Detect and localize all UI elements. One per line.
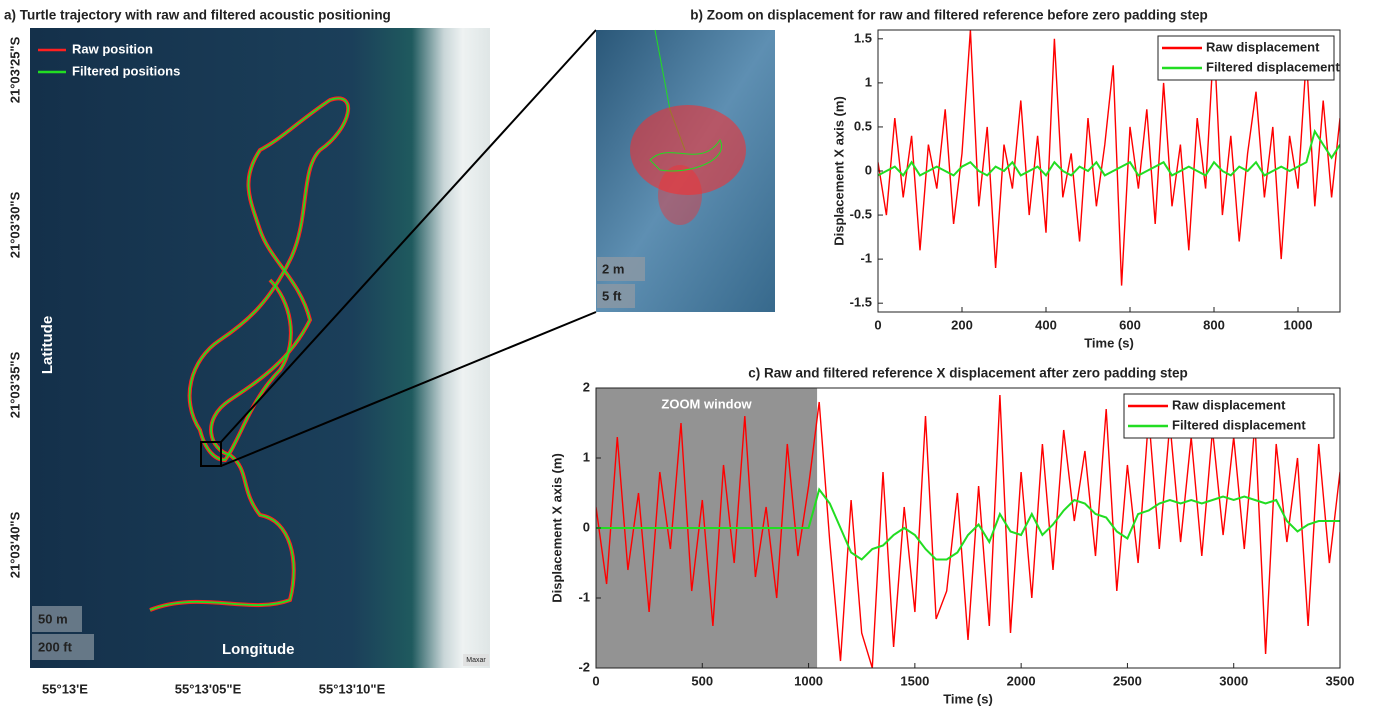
zoom-inset: 2 m 5 ft — [596, 29, 775, 312]
data-line — [878, 30, 1340, 286]
x-tick-label: 55°13'E — [42, 681, 88, 696]
x-tick-label: 0 — [874, 317, 881, 332]
zoom-connector — [220, 311, 597, 467]
x-tick-label: 55°13'05"E — [175, 681, 242, 696]
x-tick-label: 600 — [1119, 317, 1141, 332]
legend-label: Raw position — [72, 41, 153, 56]
y-tick-label: 1.5 — [854, 30, 872, 45]
y-axis-label: Displacement X axis (m) — [549, 453, 564, 603]
inset-cluster — [630, 105, 746, 195]
scale-label: 5 ft — [602, 288, 622, 303]
legend-label: Filtered displacement — [1206, 59, 1340, 74]
chart-title: b) Zoom on displacement for raw and filt… — [690, 8, 1208, 23]
y-tick-label: -1 — [860, 251, 872, 266]
map-background — [30, 28, 490, 668]
data-line — [596, 487, 1340, 561]
legend-box — [1123, 393, 1335, 439]
filtered-trajectory — [149, 97, 349, 611]
y-tick-label: 21°03'30"S — [7, 191, 22, 258]
inset-cluster — [658, 165, 702, 225]
scale-label: 200 ft — [38, 639, 73, 654]
x-tick-label: 2000 — [1007, 673, 1036, 688]
y-axis-label: Latitude — [39, 316, 56, 374]
map-panel: 50 m 200 ft Maxar Longitude Latitude a) … — [4, 8, 597, 668]
legend-label: Filtered displacement — [1172, 417, 1306, 432]
y-tick-label: 0.5 — [854, 118, 872, 133]
scale-box — [32, 606, 82, 632]
y-tick-label: 21°03'40"S — [7, 511, 22, 578]
x-tick-label: 1000 — [794, 673, 823, 688]
scale-box — [597, 257, 645, 281]
y-tick-label: 2 — [583, 379, 590, 394]
x-tick-label: 3000 — [1219, 673, 1248, 688]
y-tick-label: -2 — [578, 659, 590, 674]
chart-title: c) Raw and filtered reference X displace… — [748, 366, 1188, 381]
x-axis-label: Time (s) — [943, 691, 993, 706]
x-tick-label: 1500 — [900, 673, 929, 688]
plot-area — [596, 394, 1340, 668]
y-tick-label: 21°03'25"S — [7, 36, 22, 103]
x-tick-label: 200 — [951, 317, 973, 332]
zoom-connector — [220, 29, 597, 443]
chart-title: a) Turtle trajectory with raw and filter… — [4, 8, 391, 23]
x-tick-label: 0 — [592, 673, 599, 688]
x-tick-label: 3500 — [1326, 673, 1355, 688]
y-tick-label: 1 — [583, 449, 590, 464]
scale-box — [32, 634, 94, 660]
zoom-box — [200, 441, 222, 467]
y-tick-label: -1 — [578, 589, 590, 604]
legend-box — [1157, 35, 1335, 81]
x-axis-label: Longitude — [222, 641, 294, 658]
legend-label: Raw displacement — [1172, 397, 1286, 412]
y-tick-label: -0.5 — [850, 207, 872, 222]
scale-box — [597, 284, 635, 308]
x-axis-label: Time (s) — [1084, 335, 1134, 350]
scale-label: 50 m — [38, 611, 68, 626]
x-tick-label: 400 — [1035, 317, 1057, 332]
x-tick-label: 2500 — [1113, 673, 1142, 688]
plot-area — [878, 30, 1340, 286]
credit-box — [463, 654, 489, 666]
y-tick-label: 21°03'35"S — [7, 351, 22, 418]
data-line — [596, 394, 1340, 668]
legend-label: Filtered positions — [72, 63, 180, 78]
x-tick-label: 1000 — [1284, 317, 1313, 332]
annotation: ZOOM window — [661, 396, 752, 411]
credit: Maxar — [466, 657, 486, 664]
data-line — [878, 128, 1340, 178]
legend-label: Raw displacement — [1206, 39, 1320, 54]
y-tick-label: 0 — [865, 162, 872, 177]
x-tick-label: 500 — [691, 673, 713, 688]
x-tick-label: 800 — [1203, 317, 1225, 332]
x-tick-label: 55°13'10"E — [319, 681, 386, 696]
y-tick-label: 1 — [865, 74, 872, 89]
y-tick-label: 0 — [583, 519, 590, 534]
scale-label: 2 m — [602, 261, 624, 276]
inset-track — [649, 139, 723, 172]
y-axis-label: Displacement X axis (m) — [831, 96, 846, 246]
y-tick-label: -1.5 — [850, 295, 872, 310]
